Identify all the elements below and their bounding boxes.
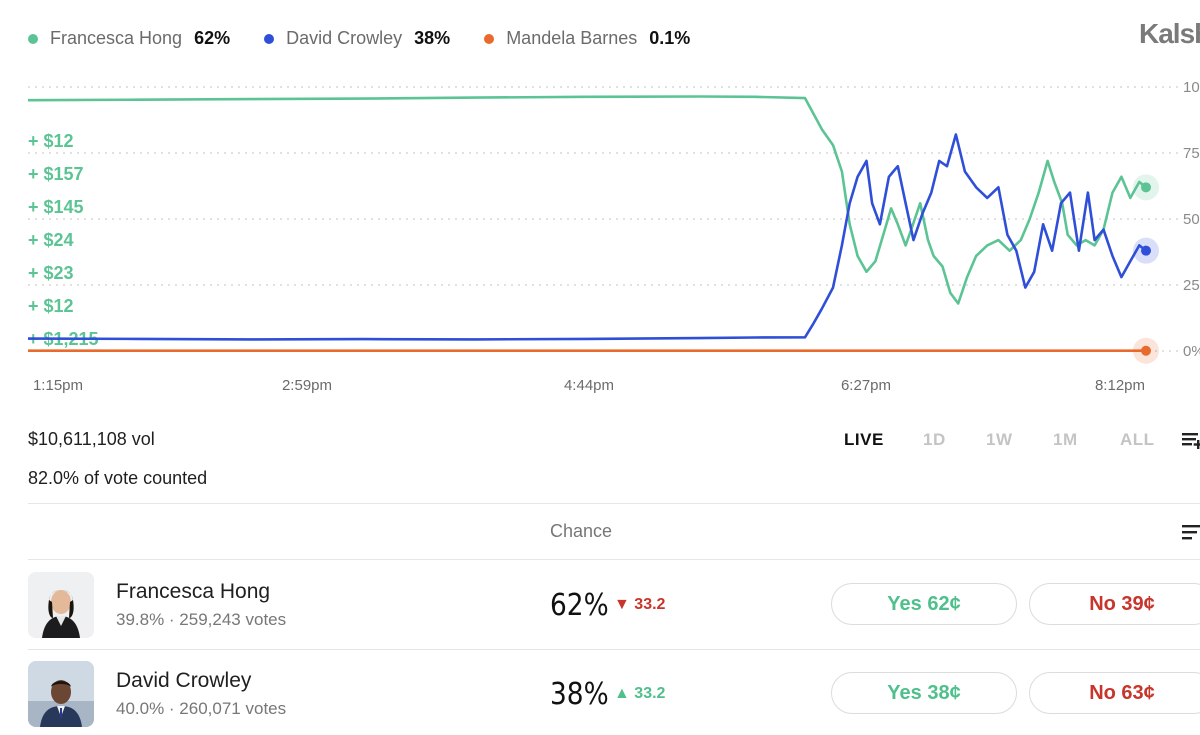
range-tab-all[interactable]: ALL <box>1120 430 1155 449</box>
y-tick-label: 100 <box>1183 79 1200 96</box>
buy-no-button[interactable]: No 63¢ <box>1029 672 1200 714</box>
legend-dot-icon <box>484 33 495 44</box>
x-tick-label: 2:59pm <box>282 377 332 394</box>
chart-settings-icon[interactable] <box>1182 428 1200 450</box>
y-tick-label: 50 <box>1183 211 1200 228</box>
triangle-down-icon: ▼ <box>614 596 630 613</box>
chart-series <box>27 95 1147 352</box>
range-tab-1w[interactable]: 1W <box>986 430 1013 449</box>
candidate-chance: 62% <box>550 588 609 623</box>
range-tab-1d[interactable]: 1D <box>923 430 946 449</box>
portrait-icon <box>28 572 94 638</box>
avatar <box>28 661 94 727</box>
brand-logo: Kalsh <box>1139 18 1200 49</box>
volume-text: $10,611,108 vol <box>28 429 155 449</box>
y-axis-ticks: 100 75 50 25 0% <box>1183 79 1200 360</box>
candidate-vote-summary: 40.0% · 260,071 votes <box>116 699 287 718</box>
triangle-up-icon: ▲ <box>614 685 630 702</box>
candidate-name: David Crowley <box>116 669 252 692</box>
series-end-point <box>1141 182 1151 193</box>
candidate-chance: 38% <box>550 677 609 712</box>
chance-column-header: Chance <box>550 521 613 541</box>
chance-change-value: 33.2 <box>634 596 666 613</box>
trade-labels: + $12+ $157+ $145+ $24+ $23+ $12+ $1,215 <box>28 131 99 349</box>
legend-dot-icon <box>264 33 275 44</box>
divider <box>28 559 1200 560</box>
chance-change: ▼ 33.2 <box>614 596 665 614</box>
price-history-chart[interactable]: 100 75 50 25 0% 1:15pm 2:59pm 4:44pm 6:27pm 8:12… <box>0 0 1200 400</box>
portrait-icon <box>28 661 94 727</box>
legend-percent: 62% <box>194 28 231 48</box>
chance-change: ▲ 33.2 <box>614 685 665 703</box>
series-end-point <box>1141 345 1151 356</box>
candidate-name: Francesca Hong <box>116 580 271 603</box>
legend-name: Mandela Barnes <box>506 28 638 48</box>
buy-no-button[interactable]: No 39¢ <box>1029 583 1200 625</box>
x-tick-label: 4:44pm <box>564 377 614 394</box>
x-axis-ticks: 1:15pm 2:59pm 4:44pm 6:27pm 8:12pm <box>33 377 1145 394</box>
trade-label: + $157 <box>28 164 84 184</box>
avatar <box>28 572 94 638</box>
buy-yes-button[interactable]: Yes 62¢ <box>831 583 1017 625</box>
buy-yes-button[interactable]: Yes 38¢ <box>831 672 1017 714</box>
divider <box>28 503 1200 504</box>
x-tick-label: 8:12pm <box>1095 377 1145 394</box>
series-line-1 <box>27 133 1147 341</box>
divider <box>28 649 1200 650</box>
x-tick-label: 1:15pm <box>33 377 83 394</box>
trade-label: + $23 <box>28 263 74 283</box>
series-line-0 <box>27 95 1147 305</box>
trade-label: + $12 <box>28 131 74 151</box>
chance-change-value: 33.2 <box>634 685 666 702</box>
legend-item-crowley[interactable]: David Crowley 38% <box>264 28 450 49</box>
y-tick-label: 25 <box>1183 277 1200 294</box>
legend-percent: 38% <box>414 28 451 48</box>
series-end-markers <box>1133 174 1159 364</box>
vote-counted-text: 82.0% of vote counted <box>28 468 208 488</box>
chart-legend: Francesca Hong 62% David Crowley 38% Man… <box>28 28 690 49</box>
candidate-vote-summary: 39.8% · 259,243 votes <box>116 610 287 629</box>
y-tick-label: 0% <box>1183 343 1200 360</box>
sort-icon[interactable] <box>1182 522 1200 544</box>
legend-name: Francesca Hong <box>50 28 183 48</box>
legend-dot-icon <box>28 33 38 44</box>
series-end-point <box>1141 245 1151 256</box>
trade-label: + $24 <box>28 230 74 250</box>
legend-item-hong[interactable]: Francesca Hong 62% <box>28 28 230 49</box>
legend-name: David Crowley <box>286 28 403 48</box>
legend-percent: 0.1% <box>649 28 691 48</box>
trade-label: + $145 <box>28 197 84 217</box>
trade-label: + $12 <box>28 296 74 316</box>
y-tick-label: 75 <box>1183 145 1200 162</box>
x-tick-label: 6:27pm <box>841 377 891 394</box>
range-tab-1m[interactable]: 1M <box>1053 430 1078 449</box>
legend-item-barnes[interactable]: Mandela Barnes 0.1% <box>484 28 690 49</box>
range-tab-live[interactable]: LIVE <box>844 430 884 449</box>
